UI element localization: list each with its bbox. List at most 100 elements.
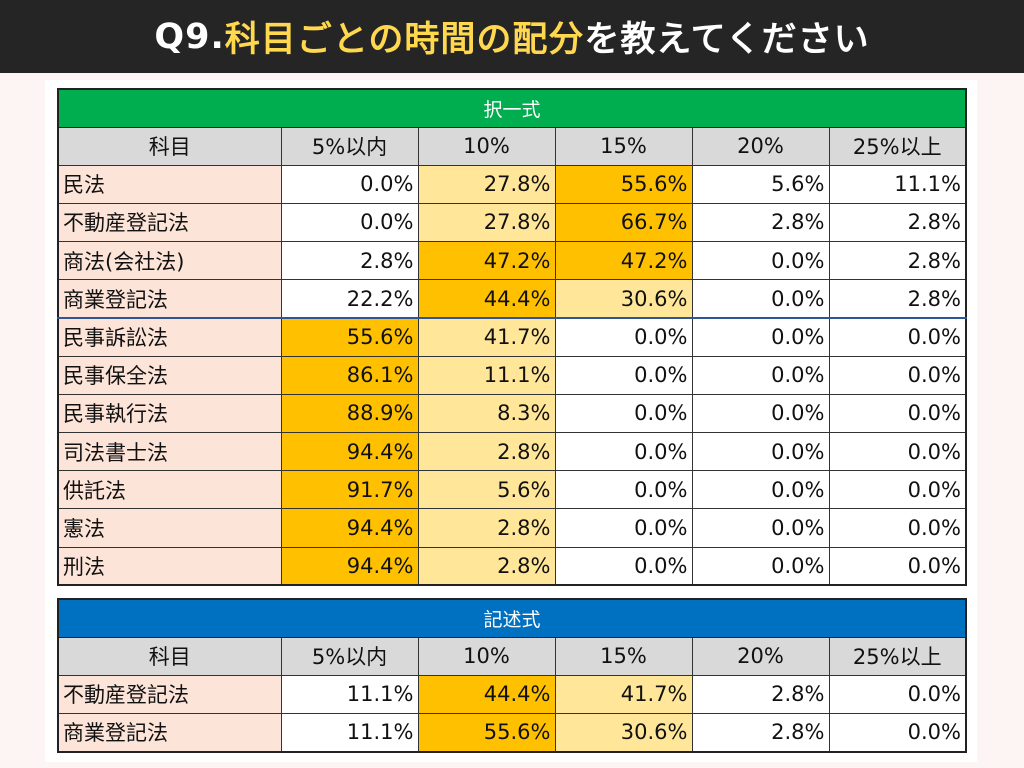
value-cell: 55.6% (554, 164, 693, 204)
table-row: 司法書士法 94.4% 2.8% 0.0% 0.0% 0.0% (57, 431, 967, 472)
value-cell: 0.0% (828, 712, 967, 753)
value-cell: 44.4% (417, 674, 556, 714)
value-cell: 44.4% (417, 279, 556, 319)
table-row: 刑法 94.4% 2.8% 0.0% 0.0% 0.0% (57, 546, 967, 586)
value-cell: 88.9% (280, 393, 419, 434)
table-row: 商法(会社法) 2.8% 47.2% 47.2% 0.0% 2.8% (57, 241, 967, 281)
value-cell: 0.0% (691, 546, 830, 586)
value-cell: 0.0% (828, 316, 967, 357)
table-row: 民事訴訟法 55.6% 41.7% 0.0% 0.0% 0.0% (57, 316, 967, 357)
value-cell: 91.7% (280, 470, 419, 510)
subject-cell: 民事執行法 (57, 393, 282, 434)
table-row: 不動産登記法 11.1% 44.4% 41.7% 2.8% 0.0% (57, 674, 967, 714)
header-row: 科目 5%以内 10% 15% 20% 25%以上 (57, 126, 967, 166)
value-cell: 2.8% (828, 279, 967, 319)
subject-cell: 不動産登記法 (57, 674, 282, 714)
column-header: 科目 (57, 636, 282, 676)
value-cell: 2.8% (691, 202, 830, 243)
column-header: 科目 (57, 126, 282, 166)
value-cell: 27.8% (417, 164, 556, 204)
value-cell: 2.8% (417, 508, 556, 548)
table-row: 民事執行法 88.9% 8.3% 0.0% 0.0% 0.0% (57, 393, 967, 434)
value-cell: 5.6% (417, 470, 556, 510)
section-label: 記述式 (57, 598, 967, 638)
value-cell: 30.6% (554, 712, 693, 753)
value-cell: 2.8% (417, 546, 556, 586)
value-cell: 0.0% (554, 546, 693, 586)
header-row: 科目 5%以内 10% 15% 20% 25%以上 (57, 636, 967, 676)
value-cell: 0.0% (828, 355, 967, 395)
value-cell: 5.6% (691, 164, 830, 204)
value-cell: 66.7% (554, 202, 693, 243)
value-cell: 27.8% (417, 202, 556, 243)
value-cell: 22.2% (280, 279, 419, 319)
value-cell: 0.0% (280, 164, 419, 204)
value-cell: 47.2% (554, 241, 693, 281)
title-prefix: Q9. (154, 16, 225, 57)
column-header: 5%以内 (280, 636, 419, 676)
subject-cell: 商業登記法 (57, 712, 282, 753)
column-header: 15% (554, 636, 693, 676)
value-cell: 2.8% (417, 431, 556, 472)
value-cell: 0.0% (691, 508, 830, 548)
value-cell: 94.4% (280, 546, 419, 586)
subject-cell: 司法書士法 (57, 431, 282, 472)
value-cell: 86.1% (280, 355, 419, 395)
column-header: 25%以上 (828, 636, 967, 676)
value-cell: 2.8% (280, 241, 419, 281)
value-cell: 94.4% (280, 508, 419, 548)
subject-cell: 商業登記法 (57, 279, 282, 319)
value-cell: 2.8% (828, 241, 967, 281)
table-row: 民法 0.0% 27.8% 55.6% 5.6% 11.1% (57, 164, 967, 204)
value-cell: 0.0% (691, 355, 830, 395)
value-cell: 55.6% (417, 712, 556, 753)
value-cell: 0.0% (828, 674, 967, 714)
table-row: 不動産登記法 0.0% 27.8% 66.7% 2.8% 2.8% (57, 202, 967, 243)
value-cell: 11.1% (280, 674, 419, 714)
subject-cell: 民事保全法 (57, 355, 282, 395)
value-cell: 0.0% (554, 355, 693, 395)
value-cell: 94.4% (280, 431, 419, 472)
multiple-choice-table: 択一式 科目 5%以内 10% 15% 20% 25%以上 民法 0.0% 27.8% 55.6… (57, 88, 967, 587)
column-header: 25%以上 (828, 126, 967, 166)
value-cell: 0.0% (554, 316, 693, 357)
column-header: 20% (691, 636, 830, 676)
subject-cell: 商法(会社法) (57, 241, 282, 281)
value-cell: 55.6% (280, 316, 419, 357)
table-row: 民事保全法 86.1% 11.1% 0.0% 0.0% 0.0% (57, 355, 967, 395)
value-cell: 0.0% (554, 393, 693, 434)
value-cell: 11.1% (417, 355, 556, 395)
written-table: 記述式 科目 5%以内 10% 15% 20% 25%以上 不動産登記法 11.1% 44.4… (57, 598, 967, 753)
subject-cell: 民事訴訟法 (57, 316, 282, 357)
subject-cell: 供託法 (57, 470, 282, 510)
value-cell: 0.0% (280, 202, 419, 243)
value-cell: 0.0% (828, 546, 967, 586)
value-cell: 0.0% (554, 470, 693, 510)
value-cell: 0.0% (691, 470, 830, 510)
value-cell: 2.8% (828, 202, 967, 243)
value-cell: 0.0% (691, 431, 830, 472)
value-cell: 0.0% (691, 393, 830, 434)
value-cell: 8.3% (417, 393, 556, 434)
section-label: 択一式 (57, 88, 967, 128)
value-cell: 2.8% (691, 674, 830, 714)
subject-cell: 民法 (57, 164, 282, 204)
value-cell: 11.1% (280, 712, 419, 753)
column-header: 20% (691, 126, 830, 166)
value-cell: 0.0% (554, 431, 693, 472)
value-cell: 30.6% (554, 279, 693, 319)
subject-cell: 不動産登記法 (57, 202, 282, 243)
value-cell: 0.0% (828, 431, 967, 472)
column-header: 10% (417, 126, 556, 166)
value-cell: 47.2% (417, 241, 556, 281)
table-row: 憲法 94.4% 2.8% 0.0% 0.0% 0.0% (57, 508, 967, 548)
value-cell: 0.0% (554, 508, 693, 548)
value-cell: 41.7% (417, 316, 556, 357)
value-cell: 0.0% (691, 316, 830, 357)
column-header: 15% (554, 126, 693, 166)
value-cell: 0.0% (691, 241, 830, 281)
value-cell: 0.0% (691, 279, 830, 319)
value-cell: 0.0% (828, 470, 967, 510)
value-cell: 11.1% (828, 164, 967, 204)
subject-cell: 刑法 (57, 546, 282, 586)
